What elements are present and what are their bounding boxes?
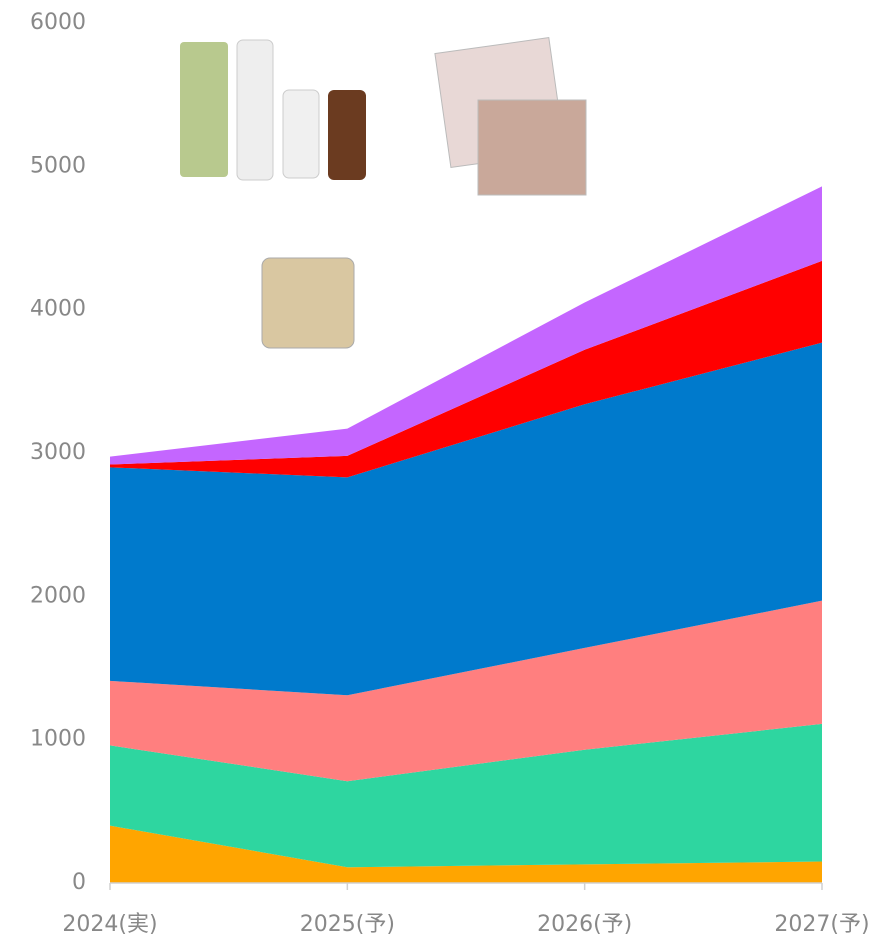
area (110, 260, 822, 478)
product-serum-dark (328, 90, 366, 180)
y-tick-label: 1000 (30, 727, 86, 752)
product-images (180, 37, 587, 349)
area (110, 723, 822, 868)
product-jar (261, 257, 355, 349)
x-tick-label: 2025(予) (300, 912, 395, 937)
y-tick-label: 0 (72, 870, 86, 895)
y-tick-label: 3000 (30, 440, 86, 465)
plot: 2024(実) 2025(予) 2026(予) 2027(予) 0 1000 2000 300… (30, 10, 870, 937)
product-palette-2 (477, 99, 587, 196)
y-tick-label: 2000 (30, 583, 86, 608)
y-tick-label: 6000 (30, 10, 86, 35)
x-tick-label: 2026(予) (537, 912, 632, 937)
product-bottle (236, 39, 274, 181)
product-serum (282, 89, 320, 179)
area (110, 342, 822, 696)
area (110, 600, 822, 782)
area (110, 825, 822, 883)
x-tick-label: 2024(実) (62, 912, 157, 937)
product-tube (180, 42, 228, 177)
x-tick-label: 2027(予) (774, 912, 869, 937)
y-tick-label: 5000 (30, 153, 86, 178)
y-tick-label: 4000 (30, 297, 86, 322)
